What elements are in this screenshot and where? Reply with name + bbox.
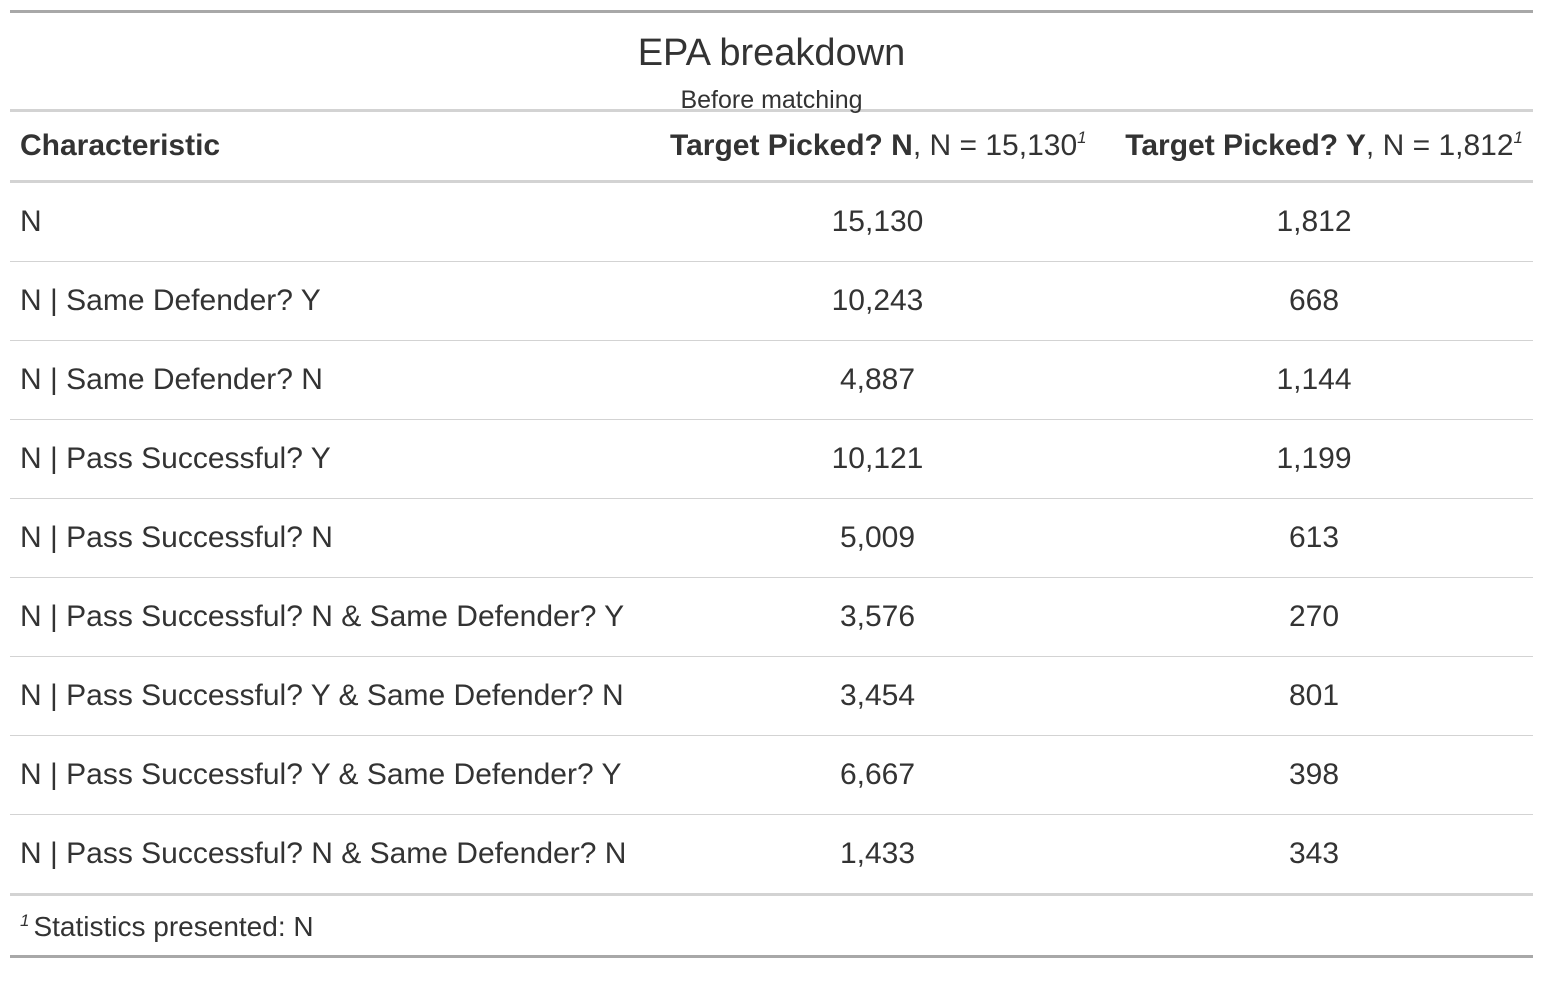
table-row: N | Same Defender? Y 10,243 668: [10, 261, 1533, 341]
row-label: N | Pass Successful? Y: [10, 419, 660, 499]
row-label: N | Pass Successful? N & Same Defender? …: [10, 814, 660, 893]
table-row: N | Pass Successful? N & Same Defender? …: [10, 577, 1533, 657]
column-header-row: Characteristic Target Picked? N, N = 15,…: [10, 112, 1533, 183]
cell-target-picked-y: 1,199: [1095, 419, 1533, 499]
cell-target-picked-n: 15,130: [831, 205, 924, 238]
table-header: EPA breakdown Before matching: [10, 13, 1533, 114]
cell-target-picked-n: 10,243: [660, 261, 1095, 341]
table-row: N | Pass Successful? Y & Same Defender? …: [10, 735, 1533, 815]
table-row: N | Pass Successful? Y & Same Defender? …: [10, 656, 1533, 736]
cell-target-picked-n: 4,887: [660, 340, 1095, 420]
row-label: N | Same Defender? N: [10, 340, 660, 420]
table-row: N | Pass Successful? N 5,009 613: [10, 498, 1533, 578]
footnote-marker: 1: [20, 911, 30, 930]
cell-target-picked-n: 10,121: [660, 419, 1095, 499]
table-row: N | Pass Successful? N & Same Defender? …: [10, 814, 1533, 893]
column-header-count: , N = 15,130: [912, 129, 1078, 162]
data-table: Characteristic Target Picked? N, N = 15,…: [10, 112, 1533, 893]
column-header-count: , N = 1,812: [1365, 129, 1514, 162]
table-footnote: 1 Statistics presented: N: [10, 893, 1533, 955]
footnote-marker: 1: [1513, 128, 1523, 147]
cell-target-picked-n: 5,009: [660, 498, 1095, 578]
cell-target-picked-y: 668: [1095, 261, 1533, 341]
cell-target-picked-y: 801: [1095, 656, 1533, 736]
cell-target-picked-y: 1,144: [1095, 340, 1533, 420]
cell-target-picked-y: 398: [1095, 735, 1533, 815]
footnote-marker: 1: [1077, 128, 1087, 147]
cell-target-picked-y: 613: [1095, 498, 1533, 578]
column-header-characteristic: Characteristic: [10, 112, 660, 183]
cell-target-picked-n: 3,454: [660, 656, 1095, 736]
table-row: N | Pass Successful? Y 10,121 1,199: [10, 419, 1533, 499]
column-header-label: Characteristic: [20, 129, 221, 162]
summary-table: EPA breakdown Before matching Characteri…: [10, 10, 1533, 958]
column-header-target-picked-y: Target Picked? Y, N = 1,8121: [1095, 112, 1533, 183]
row-label: N | Same Defender? Y: [10, 261, 660, 341]
cell-target-picked-n: 3,576: [660, 577, 1095, 657]
column-header-label: Target Picked? Y: [1125, 129, 1366, 162]
table-row: N | Same Defender? N 4,887 1,144: [10, 340, 1533, 420]
cell-target-picked-y: 343: [1095, 814, 1533, 893]
cell-target-picked-y: 270: [1095, 577, 1533, 657]
footnote-text: Statistics presented: N: [33, 911, 314, 942]
table-title: EPA breakdown: [637, 32, 906, 74]
cell-target-picked-n: 6,667: [660, 735, 1095, 815]
cell-target-picked-y: 1,812: [1276, 205, 1352, 238]
row-label: N | Pass Successful? N: [10, 498, 660, 578]
row-label: N | Pass Successful? Y & Same Defender? …: [10, 656, 660, 736]
table-subtitle: Before matching: [680, 86, 863, 114]
cell-target-picked-n: 1,433: [660, 814, 1095, 893]
column-header-label: Target Picked? N: [670, 129, 913, 162]
row-label: N: [20, 205, 42, 238]
table-row: N 15,130 1,812: [10, 182, 1533, 262]
row-label: N | Pass Successful? N & Same Defender? …: [10, 577, 660, 657]
row-label: N | Pass Successful? Y & Same Defender? …: [10, 735, 660, 815]
column-header-target-picked-n: Target Picked? N, N = 15,1301: [660, 112, 1095, 183]
